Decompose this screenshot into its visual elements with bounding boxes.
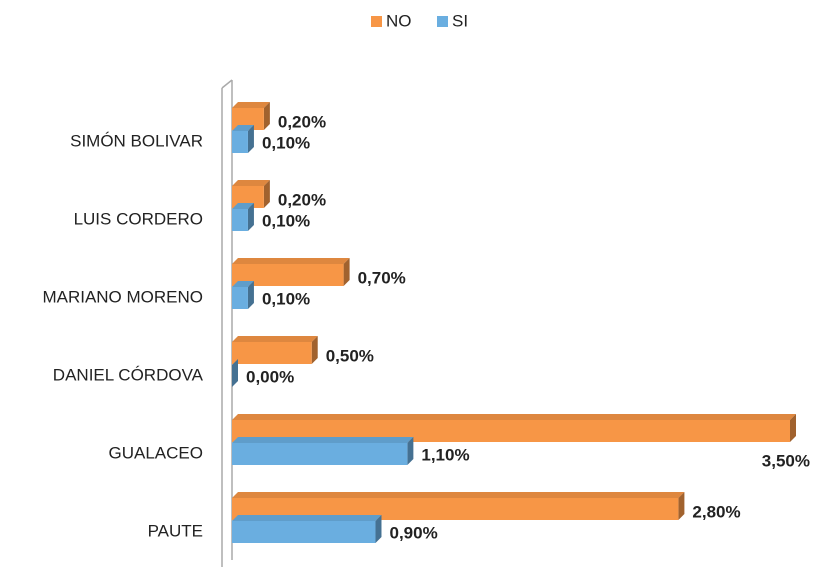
bar (232, 443, 408, 465)
value-label: 0,10% (262, 289, 310, 308)
bar-side (407, 437, 414, 465)
legend-label: SI (452, 11, 468, 30)
bar-top (232, 203, 254, 209)
y-tick-label: DANIEL CÓRDOVA (53, 365, 204, 384)
bar (232, 108, 264, 130)
value-label: 1,10% (421, 445, 469, 464)
bar (232, 342, 312, 364)
bar-top (232, 437, 414, 443)
value-label: 0,50% (326, 346, 374, 365)
bar-side (790, 414, 796, 442)
bar (232, 420, 790, 442)
bar (232, 287, 248, 309)
bar-side (232, 359, 238, 387)
bar-top (232, 414, 796, 420)
value-label: 2,80% (692, 502, 740, 521)
bar-top (232, 281, 254, 287)
value-label: 3,50% (762, 451, 810, 470)
value-label: 0,00% (246, 367, 294, 386)
bar (232, 186, 264, 208)
bar-top (232, 180, 270, 186)
bar-top (232, 515, 382, 521)
y-tick-label: MARIANO MORENO (42, 287, 203, 306)
value-label: 0,70% (358, 268, 406, 287)
bar-top (232, 492, 685, 498)
bar (232, 521, 376, 543)
bar-side (375, 515, 382, 543)
bar-top (232, 336, 318, 342)
bar-side (247, 125, 254, 153)
bar-side (247, 203, 254, 231)
bar (232, 209, 248, 231)
bar-side (678, 492, 685, 520)
value-label: 0,90% (389, 523, 437, 542)
bar-top (232, 258, 350, 264)
bar-side (343, 258, 350, 286)
y-tick-label: GUALACEO (109, 443, 203, 462)
bar-side (247, 281, 254, 309)
legend-label: NO (386, 11, 412, 30)
legend-swatch (371, 16, 382, 27)
bar (232, 131, 248, 153)
plot-wall (221, 79, 233, 567)
y-tick-label: PAUTE (148, 521, 203, 540)
bar (232, 264, 344, 286)
value-label: 0,20% (278, 190, 326, 209)
bar-top (232, 125, 254, 131)
bar (232, 498, 679, 520)
value-label: 0,10% (262, 211, 310, 230)
bar-top (232, 102, 270, 108)
value-label: 0,10% (262, 133, 310, 152)
y-tick-label: SIMÓN BOLIVAR (70, 131, 203, 150)
y-tick-label: LUIS CORDERO (74, 209, 203, 228)
value-label: 0,20% (278, 112, 326, 131)
legend-swatch (437, 16, 448, 27)
bar-side (263, 102, 270, 130)
bar-side (263, 180, 270, 208)
bar-side (311, 336, 318, 364)
